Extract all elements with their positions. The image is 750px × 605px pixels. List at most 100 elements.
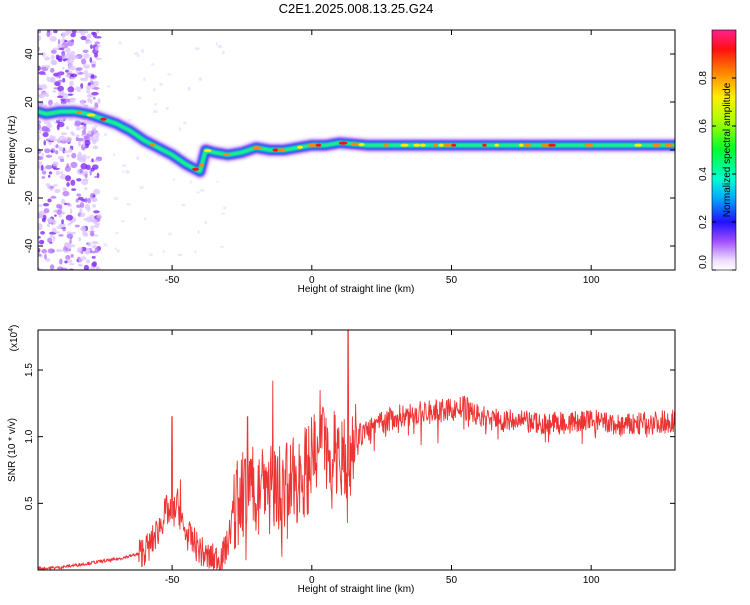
noise-speck	[38, 119, 42, 125]
noise-speck	[87, 242, 92, 247]
noise-speck	[82, 77, 88, 82]
noise-speck	[81, 129, 87, 136]
noise-speck	[94, 102, 99, 109]
colorbar-tick-label: 0.6	[698, 119, 709, 133]
noise-speck	[77, 141, 81, 147]
noise-speck	[70, 231, 77, 235]
noise-speck	[167, 73, 172, 76]
snr-frame	[37, 329, 676, 571]
noise-speck	[84, 197, 88, 204]
noise-speck	[221, 212, 225, 215]
noise-speck	[56, 248, 61, 253]
noise-speck	[57, 85, 64, 92]
noise-speck	[38, 239, 44, 245]
noise-speck	[94, 41, 100, 45]
noise-speck	[78, 237, 81, 242]
noise-speck	[168, 232, 172, 236]
noise-speck	[91, 256, 96, 259]
noise-speck	[42, 131, 49, 138]
noise-speck	[82, 230, 87, 237]
noise-speck	[43, 140, 46, 146]
noise-speck	[39, 216, 44, 219]
noise-speck	[77, 247, 83, 252]
noise-speck	[49, 35, 57, 42]
noise-speck	[76, 30, 82, 34]
noise-speck	[38, 253, 42, 257]
snr-multiplier-base: (x10	[9, 331, 20, 351]
noise-speck	[65, 69, 69, 73]
colorbar-frame	[711, 29, 737, 271]
noise-speck	[57, 47, 65, 51]
noise-speck	[181, 203, 186, 207]
noise-speck	[92, 261, 97, 267]
noise-speck	[90, 44, 93, 49]
noise-speck	[89, 169, 92, 176]
noise-speck	[38, 35, 42, 42]
noise-speck	[58, 214, 63, 218]
y-tick-label: 1.0	[24, 429, 35, 443]
noise-speck	[80, 35, 87, 41]
noise-speck	[46, 217, 53, 224]
noise-speck	[61, 38, 67, 44]
ridge-hotspot	[86, 113, 96, 117]
noise-speck	[85, 85, 91, 90]
noise-speck	[76, 178, 82, 182]
noise-speck	[90, 230, 95, 237]
noise-speck	[50, 59, 57, 66]
noise-speck	[93, 188, 101, 195]
noise-speck	[85, 259, 91, 264]
noise-speck	[48, 171, 53, 175]
noise-speck	[60, 171, 63, 175]
noise-speck	[83, 69, 88, 76]
noise-speck	[58, 79, 64, 83]
noise-speck	[70, 161, 78, 169]
noise-speck	[86, 206, 91, 212]
noise-speck	[112, 153, 116, 157]
noise-speck	[91, 91, 99, 96]
ridge-hotspot	[199, 163, 205, 167]
colorbar-tick-label: 0.0	[698, 255, 709, 269]
ridge-hotspot	[634, 143, 642, 147]
noise-speck	[69, 80, 74, 87]
noise-speck	[80, 212, 86, 218]
x-tick-label: 50	[446, 575, 458, 586]
colorbar: 0.0 0.2 0.4 0.6 0.8 Normalized spectral ampl…	[698, 29, 737, 271]
noise-speck	[46, 186, 51, 189]
noise-speck	[199, 189, 205, 192]
noise-speck	[69, 263, 75, 266]
noise-speck	[61, 267, 68, 270]
noise-speck	[94, 36, 102, 39]
noise-speck	[64, 47, 71, 54]
noise-speck	[70, 179, 76, 186]
ridge-hotspot	[76, 110, 82, 114]
noise-speck	[76, 193, 82, 197]
noise-speck	[56, 209, 62, 215]
noise-speck	[41, 170, 47, 175]
noise-speck	[122, 164, 127, 167]
noise-speck	[96, 44, 102, 47]
noise-speck	[84, 187, 88, 190]
ridge-hotspot	[651, 143, 662, 147]
noise-speck	[52, 90, 57, 93]
noise-speck	[217, 44, 223, 49]
ridge-hotspot	[149, 143, 156, 147]
noise-speck	[49, 234, 54, 239]
snr-line	[38, 330, 675, 570]
noise-speck	[45, 154, 53, 158]
noise-speck	[38, 164, 41, 169]
x-tick-label: 100	[583, 575, 600, 586]
noise-speck	[172, 178, 176, 181]
ridge-hotspot	[100, 117, 107, 121]
noise-speck	[66, 58, 71, 64]
noise-speck	[49, 76, 56, 82]
noise-speck	[81, 172, 85, 176]
noise-speck	[154, 102, 158, 106]
noise-speck	[56, 226, 63, 229]
noise-speck	[57, 121, 65, 128]
noise-speck	[165, 106, 169, 111]
noise-speck	[94, 247, 100, 253]
noise-speck	[69, 97, 76, 103]
noise-speck	[92, 219, 98, 224]
noise-speck	[58, 135, 66, 142]
